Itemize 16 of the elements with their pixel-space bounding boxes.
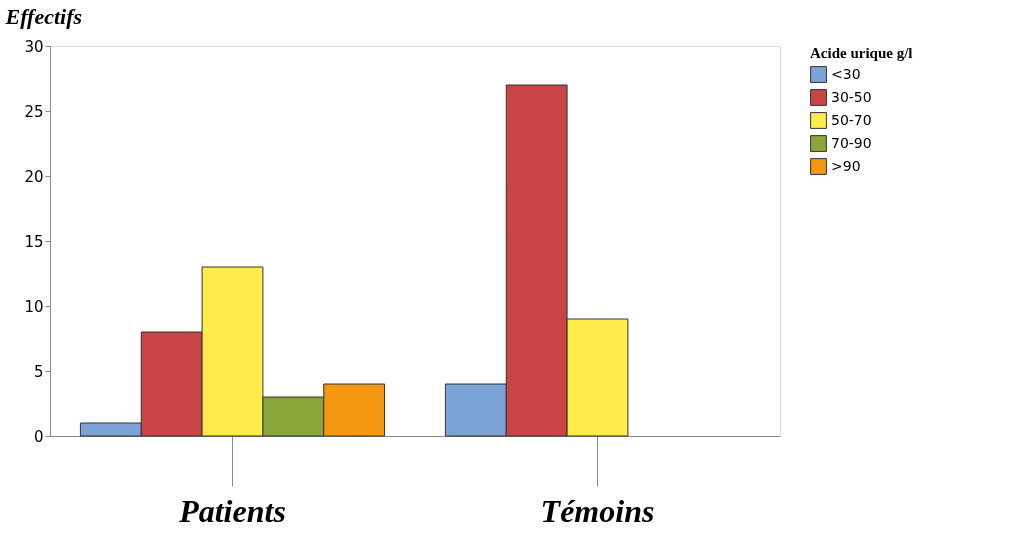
y-tick-label: 10 [24, 297, 44, 316]
x-tick-label: Patients [178, 492, 286, 529]
x-tick-label: Témoins [540, 492, 655, 529]
legend-title: Acide urique g/l [810, 45, 913, 61]
legend-label: >90 [831, 157, 861, 174]
legend-label: <30 [831, 65, 861, 82]
y-tick-label: 20 [24, 167, 44, 186]
y-tick-label: 0 [33, 427, 44, 446]
y-tick-label: 5 [33, 362, 44, 381]
legend-label: 30-50 [831, 88, 872, 105]
y-axis-title: Effectifs [4, 3, 83, 29]
legend-label: 50-70 [831, 111, 872, 128]
y-tick-label: 15 [24, 232, 44, 251]
y-tick-label: 25 [24, 102, 44, 121]
y-tick-label: 30 [24, 37, 44, 56]
legend-label: 70-90 [831, 134, 872, 151]
